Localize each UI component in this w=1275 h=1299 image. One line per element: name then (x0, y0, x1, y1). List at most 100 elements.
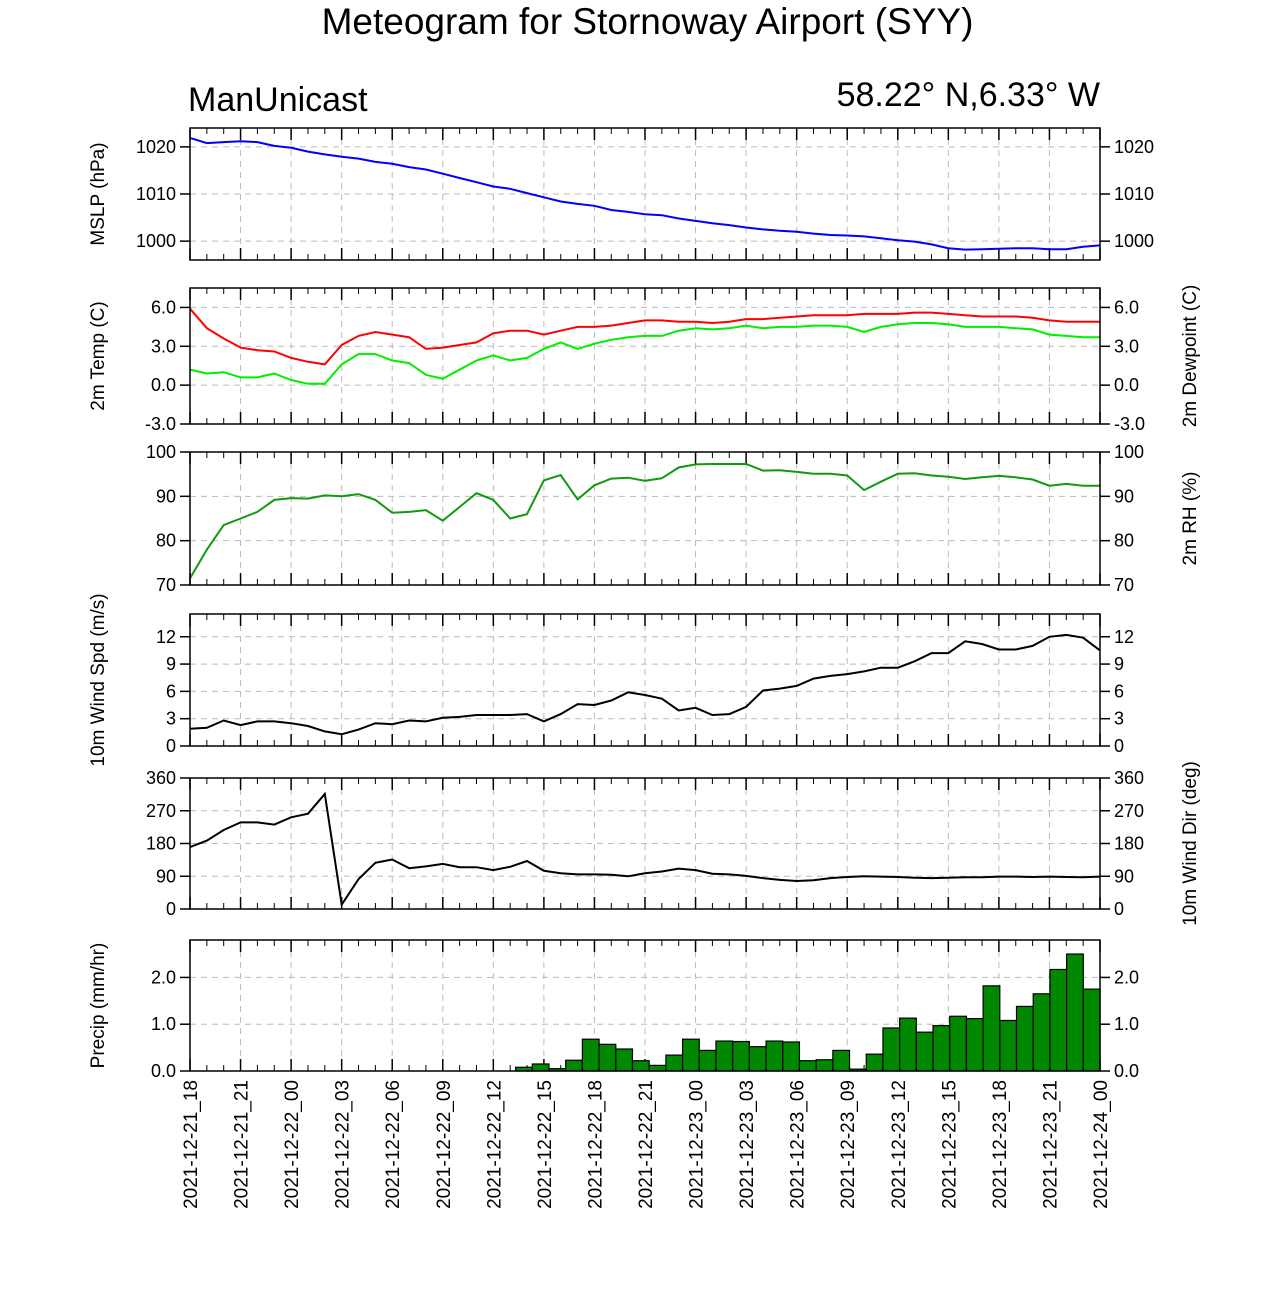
y-tick-label-left: 0 (166, 899, 176, 919)
y-tick-label-left: 3.0 (151, 336, 176, 356)
y-tick-label-left: 270 (146, 801, 176, 821)
y-tick-label-right: 180 (1114, 834, 1144, 854)
precip-bar (765, 1040, 784, 1072)
y-tick-label-left: 0.0 (151, 1061, 176, 1081)
y-tick-label-left: 100 (146, 442, 176, 462)
precip-bar (698, 1049, 717, 1072)
series-line (189, 633, 1101, 736)
panel-frame (189, 287, 1101, 425)
y-axis-label: Precip (mm/hr) (88, 943, 109, 1069)
panel-frame (189, 127, 1101, 261)
x-tick-label: 2021-12-23_06 (788, 1080, 809, 1209)
series-line (189, 791, 1101, 908)
y-tick-label-left: 1010 (136, 184, 176, 204)
y-tick-label-left: 90 (156, 866, 176, 886)
x-tick-label: 2021-12-22_09 (434, 1080, 455, 1209)
precip-bar (565, 1059, 583, 1072)
precip-bar (681, 1038, 700, 1072)
series-line (189, 308, 1100, 366)
precip-bar (732, 1040, 750, 1072)
panel-6: 0.0 0.0 1.0 1.0 2.0 2.0 Precip (mm/hr) (88, 939, 1139, 1081)
y-tick-label-right: 3 (1114, 709, 1124, 729)
panel-2: -3.0 -3.0 0.0 0.0 3.0 3.0 6.0 6.0 2m Temp (C) 2m … (88, 285, 1201, 434)
precip-bar (531, 1063, 550, 1072)
panel-1: 1000 1000 1010 1010 1020 1020 MSLP (hPa) (88, 127, 1154, 261)
y-tick-label-left: 90 (156, 486, 176, 506)
precip-bar (1015, 1005, 1034, 1072)
y-tick-label-right: 0.0 (1114, 375, 1139, 395)
x-tick-label: 2021-12-22_06 (383, 1080, 404, 1209)
precip-bar (598, 1043, 617, 1072)
panel-frame (189, 777, 1101, 910)
y-tick-label-right: 0.0 (1114, 1061, 1139, 1081)
right-axis-label: 10m Wind Dir (deg) (1180, 761, 1201, 926)
precip-bar (915, 1031, 934, 1072)
precip-bar (615, 1048, 634, 1072)
x-tick-label: 2021-12-21_18 (181, 1080, 202, 1209)
y-tick-label-right: 6.0 (1114, 297, 1139, 317)
location-label: 58.22° N,6.33° W (836, 76, 1100, 114)
y-tick-label-right: 270 (1114, 801, 1144, 821)
panel-frame (189, 939, 1101, 1072)
precip-bar (748, 1046, 767, 1072)
x-tick-label: 2021-12-23_03 (737, 1080, 758, 1209)
y-tick-label-left: 0 (166, 736, 176, 756)
y-tick-label-left: 12 (156, 627, 176, 647)
y-axis-label: 2m Temp (C) (88, 301, 109, 410)
y-tick-label-right: 70 (1114, 575, 1134, 595)
precip-bar (999, 1019, 1018, 1072)
series-line (189, 463, 1100, 579)
y-tick-label-right: 1020 (1114, 137, 1154, 157)
precip-bar (982, 985, 1001, 1072)
y-tick-label-right: 12 (1114, 627, 1134, 647)
precip-bar (815, 1059, 834, 1072)
x-tick-label: 2021-12-23_18 (990, 1080, 1011, 1209)
y-tick-label-left: 6 (166, 681, 176, 701)
precip-bar (1032, 993, 1051, 1072)
y-tick-label-left: 1020 (136, 137, 176, 157)
y-tick-label-left: 70 (156, 575, 176, 595)
chart-title: Meteogram for Stornoway Airport (SYY) (321, 1, 974, 42)
panel-5: 0 0 90 90 180 180 270 270 360 360 10m Wind Dir (de… (146, 761, 1201, 926)
precip-bar (832, 1049, 851, 1072)
panel-frame (189, 613, 1101, 747)
y-tick-label-right: 100 (1114, 442, 1144, 462)
x-tick-label: 2021-12-23_21 (1040, 1080, 1061, 1209)
y-tick-label-right: 9 (1114, 654, 1124, 674)
panel-3: 70 70 80 80 90 90 100 100 2m RH (%) (146, 442, 1201, 595)
y-tick-label-left: 360 (146, 768, 176, 788)
y-tick-label-left: 3 (166, 709, 176, 729)
x-tick-label: 2021-12-23_09 (838, 1080, 859, 1209)
precip-bar (882, 1027, 901, 1072)
precip-bar (648, 1064, 667, 1072)
x-tick-label: 2021-12-23_15 (939, 1080, 960, 1209)
precip-bar (899, 1017, 917, 1072)
precip-bar (1066, 953, 1084, 1072)
y-tick-label-right: 1000 (1114, 231, 1154, 251)
x-tick-label: 2021-12-24_00 (1091, 1080, 1112, 1209)
model-label: ManUnicast (188, 81, 368, 119)
precip-bar (581, 1038, 600, 1072)
x-tick-label: 2021-12-22_03 (333, 1080, 354, 1209)
panel-4: 0 0 3 3 6 6 9 9 12 12 10m Wind Spd (m/s) (88, 593, 1134, 766)
precip-bar (965, 1017, 984, 1072)
x-tick-label: 2021-12-23_00 (687, 1080, 708, 1209)
precip-bar (715, 1040, 734, 1072)
precip-bar (1049, 968, 1068, 1072)
x-tick-label: 2021-12-22_21 (636, 1080, 657, 1209)
y-tick-label-right: 1.0 (1114, 1014, 1139, 1034)
precip-bar (798, 1060, 817, 1072)
y-tick-label-left: -3.0 (145, 414, 176, 434)
y-tick-label-left: 6.0 (151, 297, 176, 317)
panel-frame (189, 451, 1101, 586)
precip-bar (665, 1054, 684, 1072)
series-line (189, 136, 1101, 251)
x-tick-label: 2021-12-22_18 (585, 1080, 606, 1209)
y-tick-label-left: 2.0 (151, 967, 176, 987)
y-tick-label-left: 80 (156, 531, 176, 551)
y-tick-label-right: -3.0 (1114, 414, 1145, 434)
y-tick-label-right: 2.0 (1114, 967, 1139, 987)
y-tick-label-left: 180 (146, 834, 176, 854)
y-tick-label-right: 1010 (1114, 184, 1154, 204)
